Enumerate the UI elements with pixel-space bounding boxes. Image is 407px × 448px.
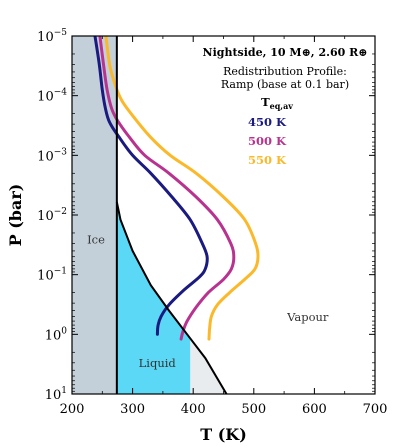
x-tick-label: 600 xyxy=(302,402,327,417)
profile-lines xyxy=(93,36,260,341)
legend-title-sub: eq,av xyxy=(270,101,294,111)
phase-regions xyxy=(72,36,227,394)
legend-title: Teq,av xyxy=(261,95,293,111)
legend-title-main: T xyxy=(261,95,270,109)
phase-boundary-line xyxy=(115,201,228,394)
legend-entry-2: 500 K xyxy=(248,134,287,148)
subtitle-line-2: Ramp (base at 0.1 bar) xyxy=(221,78,349,91)
y-tick-label: 10−4 xyxy=(37,88,67,105)
subtitle-line-1: Redistribution Profile: xyxy=(223,65,347,78)
x-tick-label: 500 xyxy=(241,402,266,417)
legend-entry-3: 550 K xyxy=(248,153,287,167)
y-tick-label: 10−2 xyxy=(37,207,67,224)
vapour-label: Vapour xyxy=(286,310,329,324)
x-axis-label: T (K) xyxy=(200,425,247,444)
legend: 450 K 500 K 550 K xyxy=(248,115,287,167)
x-tick-label: 200 xyxy=(60,402,85,417)
legend-entry-1: 450 K xyxy=(248,115,287,129)
y-tick-label: 101 xyxy=(45,386,67,403)
x-tick-label: 700 xyxy=(363,402,388,417)
profile-line-1 xyxy=(93,36,209,336)
x-tick-label: 400 xyxy=(181,402,206,417)
liquid-region xyxy=(116,201,191,394)
chart-title: Nightside, 10 M⊕, 2.60 R⊕ xyxy=(203,46,368,59)
profile-line-2 xyxy=(98,36,236,341)
y-tick-label: 10−3 xyxy=(37,147,67,164)
axis-ticks: 200 300 400 500 600 700 10−5 10−4 10−3 10−2 10−1 10… xyxy=(37,28,387,417)
ice-region xyxy=(72,36,117,394)
y-axis-label: P (bar) xyxy=(6,184,25,247)
y-tick-label: 10−5 xyxy=(37,28,67,45)
y-tick-label: 100 xyxy=(45,326,68,343)
ice-label: Ice xyxy=(87,232,105,246)
x-tick-label: 300 xyxy=(120,402,145,417)
liquid-label: Liquid xyxy=(139,356,177,370)
profile-line-3 xyxy=(104,36,260,341)
y-tick-label: 10−1 xyxy=(37,267,67,284)
